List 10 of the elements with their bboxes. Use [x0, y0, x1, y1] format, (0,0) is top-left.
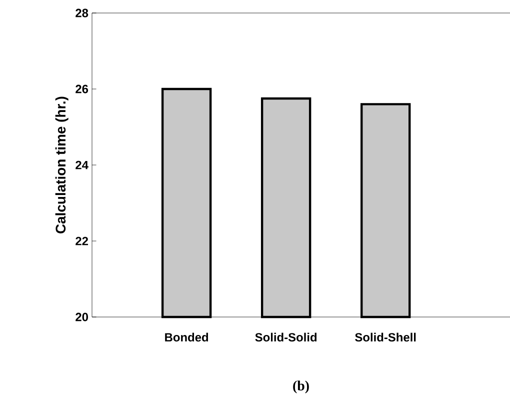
- y-tick-label: 22: [76, 236, 88, 246]
- y-tick-label: 20: [76, 312, 88, 322]
- y-tick-label: 24: [76, 160, 88, 170]
- y-tick-label: 26: [76, 84, 88, 94]
- x-tick-label: Solid-Solid: [255, 332, 317, 342]
- x-tick-label: Solid-Shell: [355, 332, 416, 342]
- x-tick-label: Bonded: [165, 332, 208, 342]
- y-axis-title: Calculation time (hr.): [55, 96, 68, 234]
- y-tick-label: 28: [76, 8, 88, 18]
- text: (b): [293, 380, 309, 394]
